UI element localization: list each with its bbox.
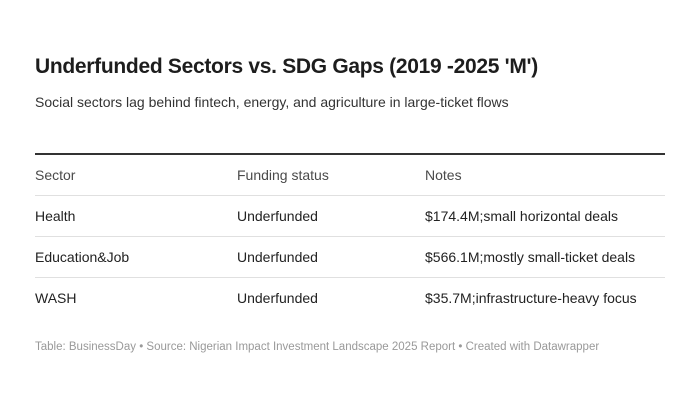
cell-funding-status: Underfunded bbox=[237, 277, 425, 318]
cell-funding-status: Underfunded bbox=[237, 195, 425, 237]
cell-notes: $174.4M;small horizontal deals bbox=[425, 195, 665, 237]
page-title: Underfunded Sectors vs. SDG Gaps (2019 -… bbox=[35, 55, 538, 78]
cell-notes: $566.1M;mostly small-ticket deals bbox=[425, 236, 665, 278]
data-table: Sector Funding status Notes Health Under… bbox=[35, 153, 665, 318]
cell-sector: Health bbox=[35, 195, 237, 237]
column-header-sector: Sector bbox=[35, 167, 76, 183]
table-row: WASH Underfunded $35.7M;infrastructure-h… bbox=[35, 277, 665, 318]
cell-sector: Education&Job bbox=[35, 236, 237, 278]
cell-notes: $35.7M;infrastructure-heavy focus bbox=[425, 277, 665, 318]
table-row: Education&Job Underfunded $566.1M;mostly… bbox=[35, 236, 665, 278]
table-graphic-content: Underfunded Sectors vs. SDG Gaps (2019 -… bbox=[35, 55, 665, 353]
cell-sector: WASH bbox=[35, 277, 237, 318]
table-header-row: Sector Funding status Notes bbox=[35, 154, 665, 196]
attribution-footer: Table: BusinessDay • Source: Nigerian Im… bbox=[35, 341, 600, 353]
column-header-notes: Notes bbox=[425, 167, 462, 183]
page-subtitle: Social sectors lag behind fintech, energ… bbox=[35, 94, 509, 110]
column-header-funding-status: Funding status bbox=[237, 167, 329, 183]
cell-funding-status: Underfunded bbox=[237, 236, 425, 278]
table-row: Health Underfunded $174.4M;small horizon… bbox=[35, 195, 665, 237]
